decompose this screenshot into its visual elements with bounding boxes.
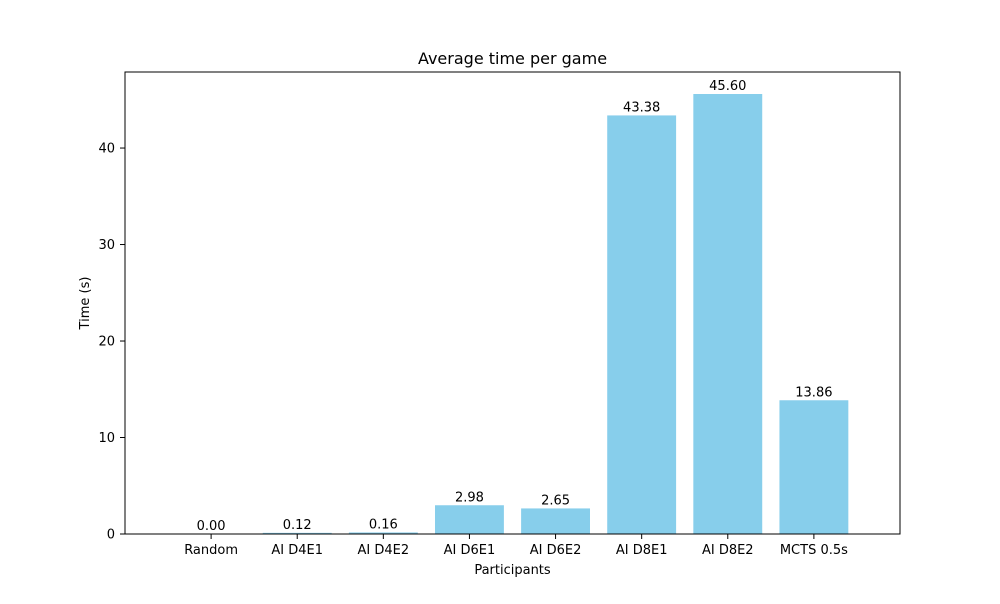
- bars-layer: [262, 94, 849, 535]
- bar-value-label: 13.86: [795, 385, 832, 400]
- bar-value-label: 43.38: [623, 100, 660, 115]
- x-tick-label: AI D4E1: [271, 543, 323, 558]
- bar-value-label: 2.65: [541, 493, 570, 508]
- y-tick-label: 20: [98, 335, 115, 350]
- bar-ai-d6e1: [435, 505, 504, 534]
- x-tick-label: AI D6E2: [530, 543, 582, 558]
- bar-value-label: 0.16: [369, 517, 398, 532]
- x-axis: Random AI D4E1 AI D4E2 AI D6E1 AI D6E2 AI D8E…: [184, 534, 848, 558]
- y-tick-label: 0: [107, 528, 115, 543]
- x-tick-label: AI D4E2: [358, 543, 410, 558]
- bar-value-label: 2.98: [455, 490, 484, 505]
- x-axis-title: Participants: [474, 563, 551, 578]
- bar-ai-d8e1: [607, 115, 677, 535]
- bar-ai-d6e2: [521, 508, 590, 534]
- x-tick-label: AI D8E1: [616, 543, 668, 558]
- x-tick-label: MCTS 0.5s: [780, 543, 848, 558]
- x-tick-label: AI D8E2: [702, 543, 754, 558]
- bar-value-label: 0.12: [283, 518, 312, 533]
- bar-ai-d8e2: [693, 94, 763, 534]
- x-tick-label: Random: [184, 543, 238, 558]
- data-labels-layer: 0.00 0.12 0.16 2.98 2.65 43.38 45.60 13.86: [197, 79, 833, 534]
- x-tick-label: AI D6E1: [444, 543, 496, 558]
- y-tick-label: 10: [98, 431, 115, 446]
- bar-ai-d4e2: [348, 532, 418, 534]
- y-tick-label: 30: [98, 238, 115, 253]
- bar-ai-d4e1: [262, 532, 332, 534]
- y-tick-label: 40: [98, 142, 115, 157]
- chart-title: Average time per game: [418, 49, 607, 68]
- y-axis: 0 10 20 30 40: [98, 142, 125, 543]
- bar-mcts-0-5s: [779, 400, 849, 534]
- y-axis-title: Time (s): [78, 277, 93, 331]
- bar-value-label: 45.60: [709, 79, 746, 94]
- bar-value-label: 0.00: [197, 519, 226, 534]
- plot-area-frame: [124, 71, 901, 535]
